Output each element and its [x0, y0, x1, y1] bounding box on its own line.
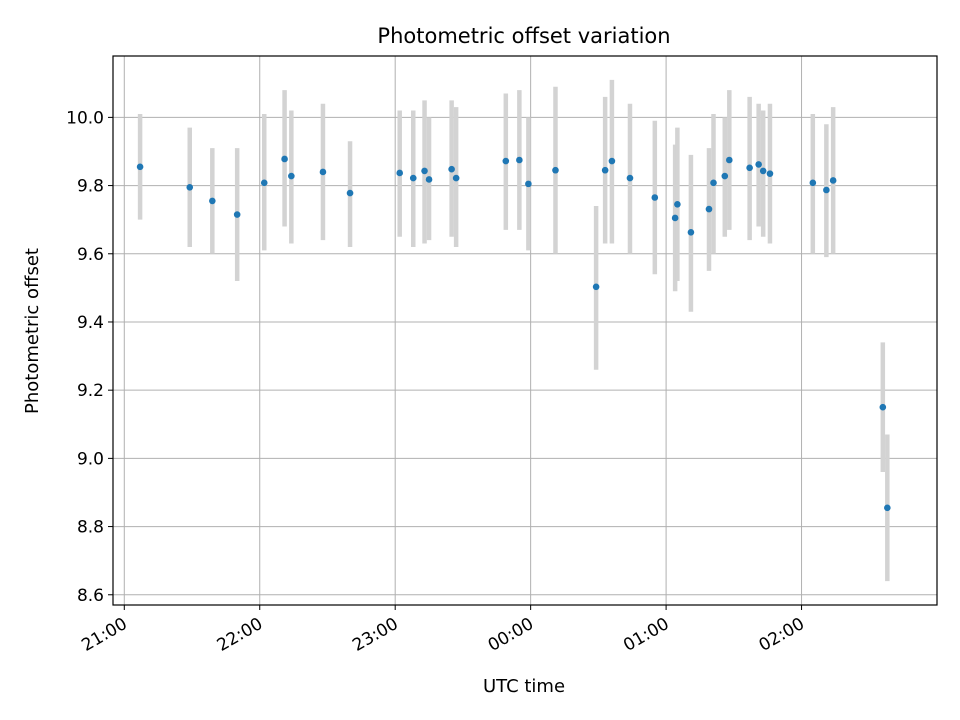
- data-point: [705, 205, 713, 213]
- plot-frame: [112, 55, 938, 606]
- data-point: [260, 179, 268, 187]
- y-axis: 8.6 8.8 9.0 9.2 9.4 9.6 9.8 10.0: [66, 108, 113, 606]
- y-tick-label: 9.2: [77, 381, 104, 401]
- data-point: [502, 157, 510, 165]
- data-point: [710, 179, 717, 187]
- data-point: [671, 214, 679, 222]
- x-tick-label: 21:00: [78, 614, 130, 656]
- chart-title: Photometric offset variation: [377, 24, 670, 48]
- data-point: [452, 174, 460, 182]
- x-tick-label: 00:00: [485, 614, 537, 656]
- data-point: [396, 169, 404, 177]
- y-tick-label: 8.6: [77, 586, 104, 606]
- data-point: [233, 211, 241, 218]
- data-point: [421, 167, 428, 175]
- data-point: [592, 283, 600, 291]
- data-point: [721, 172, 729, 180]
- x-axis-title: UTC time: [483, 676, 565, 697]
- data-point: [516, 156, 523, 164]
- data-point: [525, 180, 532, 188]
- data-point: [425, 176, 433, 183]
- x-tick-label: 23:00: [349, 614, 401, 656]
- data-point: [879, 403, 887, 411]
- y-tick-label: 9.8: [77, 177, 104, 197]
- data-point: [884, 504, 891, 512]
- data-point: [809, 179, 817, 187]
- data-point: [651, 194, 659, 201]
- data-point: [626, 174, 634, 182]
- x-axis: 21:00 22:00 23:00 00:00 01:00 02:00: [78, 605, 808, 656]
- data-point: [829, 177, 837, 184]
- data-point: [755, 161, 762, 168]
- data-point: [687, 228, 695, 236]
- data-point: [674, 201, 681, 208]
- y-tick-label: 8.8: [77, 518, 104, 538]
- grid: [113, 56, 937, 605]
- data-point: [346, 189, 354, 197]
- data-point: [759, 167, 767, 175]
- data-point: [746, 164, 753, 172]
- data-point: [281, 155, 288, 163]
- x-tick-label: 01:00: [620, 614, 672, 656]
- data-point: [448, 165, 455, 173]
- data-point: [552, 166, 559, 174]
- data-point: [319, 168, 327, 176]
- data-point: [136, 163, 144, 171]
- data-point: [209, 197, 216, 205]
- data-points: [136, 155, 891, 512]
- data-point: [409, 174, 417, 182]
- data-point: [608, 157, 616, 165]
- y-tick-label: 9.4: [77, 313, 104, 333]
- y-axis-title: Photometric offset: [22, 248, 43, 414]
- data-point: [288, 172, 295, 180]
- error-bars: [137, 79, 890, 582]
- x-tick-label: 02:00: [756, 614, 808, 656]
- data-point: [823, 186, 830, 194]
- data-point: [726, 156, 733, 164]
- data-point: [766, 170, 774, 177]
- y-tick-label: 9.0: [77, 449, 104, 469]
- y-tick-label: 9.6: [77, 245, 104, 265]
- x-tick-label: 22:00: [214, 614, 266, 656]
- data-point: [601, 166, 609, 174]
- data-point: [186, 183, 194, 191]
- y-tick-label: 10.0: [66, 108, 104, 128]
